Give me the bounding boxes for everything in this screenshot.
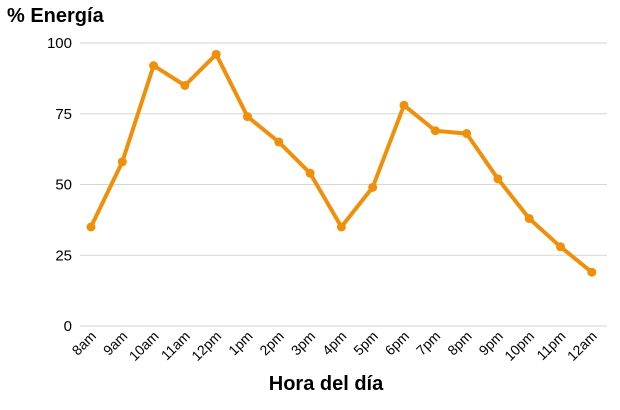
data-point	[336, 222, 346, 232]
x-tick-label: 4pm	[319, 328, 350, 359]
x-tick-label: 7pm	[413, 328, 444, 359]
x-tick-label: 6pm	[382, 328, 413, 359]
y-tick-label: 75	[55, 106, 72, 123]
data-point	[462, 129, 472, 139]
x-tick-label: 10pm	[501, 328, 537, 364]
x-tick-label: 8am	[69, 328, 100, 359]
x-tick-label: 5pm	[350, 328, 381, 359]
x-tick-label: 8pm	[444, 328, 475, 359]
data-point	[430, 126, 440, 136]
x-tick-label: 1pm	[225, 328, 256, 359]
series-points	[86, 49, 597, 277]
data-point	[211, 49, 221, 59]
data-point	[587, 267, 597, 277]
data-point	[180, 80, 190, 90]
data-point	[243, 112, 252, 122]
data-point	[86, 222, 96, 232]
x-tick-label: 11am	[158, 328, 193, 363]
data-point	[493, 174, 503, 184]
data-point	[399, 100, 409, 110]
y-tick-label: 25	[55, 247, 72, 264]
x-tick-label: 2pm	[256, 328, 287, 359]
x-tick-label: 10am	[126, 328, 162, 364]
series-line	[89, 52, 594, 275]
data-point	[368, 182, 378, 192]
y-tick-label: 0	[64, 318, 72, 335]
x-tick-label: 12am	[564, 328, 600, 364]
data-point	[524, 213, 534, 223]
y-axis-label: % Energía	[7, 5, 105, 27]
y-tick-labels: 0 25 50 75 100	[47, 35, 72, 335]
data-point	[274, 137, 284, 147]
x-tick-label: 11pm	[533, 328, 568, 363]
data-point	[149, 61, 159, 71]
x-axis-label: Hora del día	[269, 373, 384, 395]
data-point	[305, 168, 315, 178]
data-point	[117, 157, 127, 167]
y-tick-label: 50	[55, 177, 72, 194]
x-tick-label: 12pm	[188, 328, 224, 364]
grid-lines	[80, 42, 607, 327]
y-tick-label: 100	[47, 35, 72, 52]
data-point	[556, 242, 565, 252]
x-tick-label: 3pm	[288, 328, 319, 359]
